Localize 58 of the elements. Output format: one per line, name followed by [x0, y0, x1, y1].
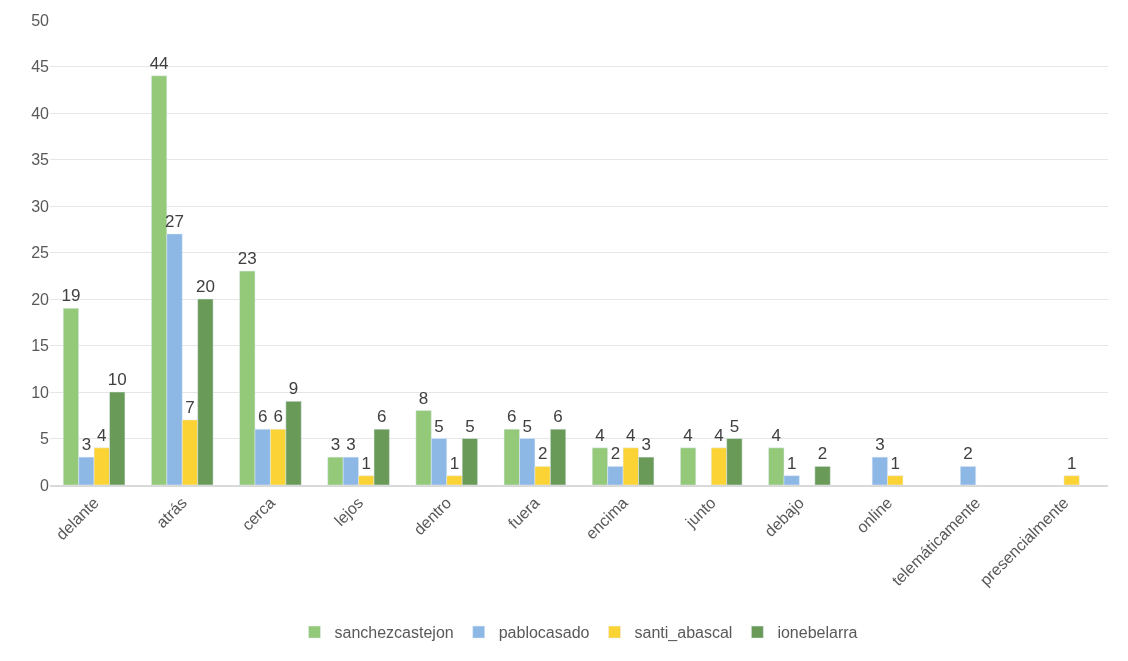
x-tick-label: lejos [331, 493, 367, 530]
y-tick-label: 0 [40, 476, 50, 494]
data-label: 4 [714, 425, 724, 445]
bar [1063, 475, 1080, 485]
y-tick-label: 50 [31, 11, 50, 29]
data-label: 4 [97, 425, 107, 445]
data-label: 4 [595, 425, 605, 445]
data-label: 2 [963, 444, 973, 464]
bar [814, 466, 831, 485]
data-label: 4 [626, 425, 636, 445]
legend-label: ionebelarra [777, 624, 858, 642]
data-label: 6 [507, 407, 517, 427]
data-label: 10 [107, 370, 127, 389]
data-label: 1 [890, 453, 901, 473]
data-label: 5 [465, 416, 475, 436]
data-label: 19 [61, 286, 81, 306]
y-tick-label: 15 [31, 337, 50, 355]
data-label: 3 [81, 435, 92, 455]
data-label: 23 [237, 249, 257, 269]
y-tick-label: 45 [31, 58, 50, 76]
data-label: 27 [165, 211, 184, 231]
y-tick-label: 30 [31, 197, 50, 215]
data-label: 1 [786, 453, 797, 473]
data-label: 1 [361, 453, 372, 473]
data-label: 2 [817, 444, 828, 464]
data-label: 20 [195, 277, 215, 296]
data-label: 5 [729, 416, 740, 436]
data-label: 3 [330, 435, 341, 455]
legend-label: pablocasado [498, 624, 590, 642]
y-tick-label: 40 [31, 104, 50, 122]
data-label: 3 [346, 435, 356, 455]
data-label: 44 [149, 53, 169, 73]
data-label: 6 [273, 407, 283, 427]
y-tick-label: 20 [31, 290, 50, 308]
legend-label: sanchezcastejon [334, 624, 454, 642]
y-tick-label: 10 [31, 383, 50, 401]
bar [680, 447, 697, 485]
y-tick-label: 25 [31, 244, 50, 262]
data-label: 4 [683, 425, 693, 445]
data-label: 5 [522, 416, 532, 436]
data-label: 7 [185, 397, 195, 417]
data-label: 1 [449, 453, 460, 473]
data-label: 5 [434, 416, 444, 436]
data-label: 6 [553, 407, 563, 427]
data-label: 2 [537, 444, 548, 464]
data-label: 4 [771, 425, 782, 445]
data-label: 3 [875, 435, 885, 455]
y-tick-label: 5 [40, 430, 50, 448]
data-label: 1 [1066, 453, 1077, 473]
data-label: 8 [418, 388, 429, 408]
data-label: 2 [610, 444, 621, 464]
data-label: 6 [376, 407, 387, 427]
bar [960, 466, 976, 485]
legend-label: santi_abascal [634, 624, 733, 643]
data-label: 6 [257, 407, 268, 427]
data-label: 3 [641, 435, 651, 455]
y-tick-label: 35 [31, 151, 50, 169]
data-label: 9 [288, 379, 299, 399]
